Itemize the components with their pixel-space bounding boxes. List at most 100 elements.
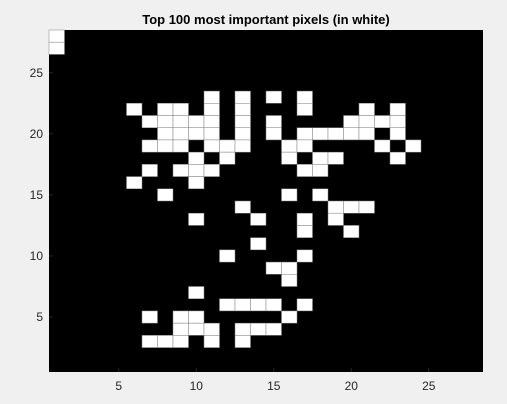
heatmap-cell xyxy=(234,127,251,141)
plot-area xyxy=(48,29,483,372)
heatmap-cell xyxy=(374,139,391,153)
heatmap-cell xyxy=(405,139,422,153)
heatmap-cell xyxy=(250,237,267,251)
heatmap-cell xyxy=(203,103,220,116)
heatmap-cell xyxy=(219,151,236,165)
heatmap-cell xyxy=(172,310,189,324)
heatmap-cell xyxy=(343,200,360,214)
heatmap-cell xyxy=(203,322,220,336)
heatmap-cell xyxy=(296,164,313,177)
heatmap-background xyxy=(49,30,483,372)
y-tick-label: 15 xyxy=(30,188,44,202)
heatmap-cell xyxy=(343,225,360,238)
heatmap-cell xyxy=(234,298,251,312)
heatmap-cell xyxy=(312,151,329,165)
heatmap-cell xyxy=(219,249,236,263)
heatmap-cell xyxy=(234,90,251,104)
heatmap-cell xyxy=(157,115,174,128)
heatmap-cell xyxy=(203,127,220,141)
heatmap-cell xyxy=(157,335,174,348)
heatmap-cell xyxy=(141,139,158,153)
heatmap-cell xyxy=(188,322,205,336)
heatmap-cell xyxy=(219,298,236,312)
y-tick-label: 10 xyxy=(30,249,44,263)
heatmap-cell xyxy=(312,188,329,202)
heatmap-cell xyxy=(312,127,329,141)
heatmap-cell xyxy=(157,127,174,141)
x-tick-label: 20 xyxy=(345,379,359,393)
heatmap-cell xyxy=(203,90,220,104)
heatmap-cell xyxy=(296,103,313,116)
heatmap-cell xyxy=(188,212,205,226)
y-tick-label: 5 xyxy=(36,310,43,324)
heatmap-cell xyxy=(234,139,251,153)
heatmap-cell xyxy=(172,115,189,128)
heatmap-cell xyxy=(265,115,282,128)
heatmap-cell xyxy=(327,127,344,141)
heatmap-cell xyxy=(296,139,313,153)
heatmap-cell xyxy=(48,29,65,43)
heatmap-cell xyxy=(126,176,143,190)
heatmap-cell xyxy=(234,200,251,214)
heatmap-cell xyxy=(203,335,220,348)
heatmap-cell xyxy=(358,127,375,141)
heatmap-cell xyxy=(389,151,406,165)
x-tick-label: 25 xyxy=(422,379,436,393)
heatmap-cell xyxy=(389,127,406,141)
heatmap-cell xyxy=(265,322,282,336)
heatmap-cell xyxy=(203,139,220,153)
y-axis: 5 10 15 20 25 xyxy=(30,66,53,324)
heatmap-cell xyxy=(281,310,298,324)
heatmap-cell xyxy=(296,212,313,226)
heatmap-cell xyxy=(327,151,344,165)
heatmap-cell xyxy=(188,310,205,324)
heatmap-cell xyxy=(265,261,282,275)
heatmap-cell xyxy=(203,115,220,128)
heatmap-cell xyxy=(296,225,313,238)
heatmap-cell xyxy=(312,164,329,177)
heatmap-cell xyxy=(157,188,174,202)
heatmap-cell xyxy=(327,200,344,214)
heatmap-cell xyxy=(157,139,174,153)
heatmap-cell xyxy=(188,151,205,165)
heatmap-cell xyxy=(250,212,267,226)
heatmap-cell xyxy=(141,164,158,177)
heatmap-cell xyxy=(203,164,220,177)
heatmap-cell xyxy=(172,322,189,336)
heatmap-cell xyxy=(250,298,267,312)
y-tick-label: 25 xyxy=(30,66,44,80)
heatmap-cell xyxy=(188,286,205,299)
heatmap-cell xyxy=(358,103,375,116)
heatmap-cell xyxy=(234,115,251,128)
heatmap-cell xyxy=(188,176,205,190)
heatmap-cell xyxy=(265,127,282,141)
heatmap-cell xyxy=(172,335,189,348)
heatmap-cell xyxy=(172,127,189,141)
heatmap-cell xyxy=(296,249,313,263)
heatmap-cell xyxy=(188,164,205,177)
heatmap-cell xyxy=(250,322,267,336)
heatmap-cell xyxy=(389,115,406,128)
x-axis: 5 10 15 20 25 xyxy=(115,368,436,393)
heatmap-cell xyxy=(219,139,236,153)
heatmap-cell xyxy=(296,298,313,312)
heatmap-cell xyxy=(234,335,251,348)
heatmap-cell xyxy=(141,115,158,128)
x-tick-label: 5 xyxy=(115,379,122,393)
heatmap-cell xyxy=(141,335,158,348)
heatmap-cell xyxy=(374,115,391,128)
heatmap-cell xyxy=(358,115,375,128)
heatmap-cell xyxy=(234,322,251,336)
heatmap-cell xyxy=(188,127,205,141)
y-tick-label: 20 xyxy=(30,127,44,141)
heatmap-cell xyxy=(281,188,298,202)
heatmap-cell xyxy=(48,41,65,55)
heatmap-cell xyxy=(281,261,298,275)
heatmap-cell xyxy=(234,103,251,116)
heatmap-cell xyxy=(141,310,158,324)
x-tick-label: 15 xyxy=(267,379,281,393)
heatmap-cell xyxy=(296,90,313,104)
heatmap-cell xyxy=(281,151,298,165)
